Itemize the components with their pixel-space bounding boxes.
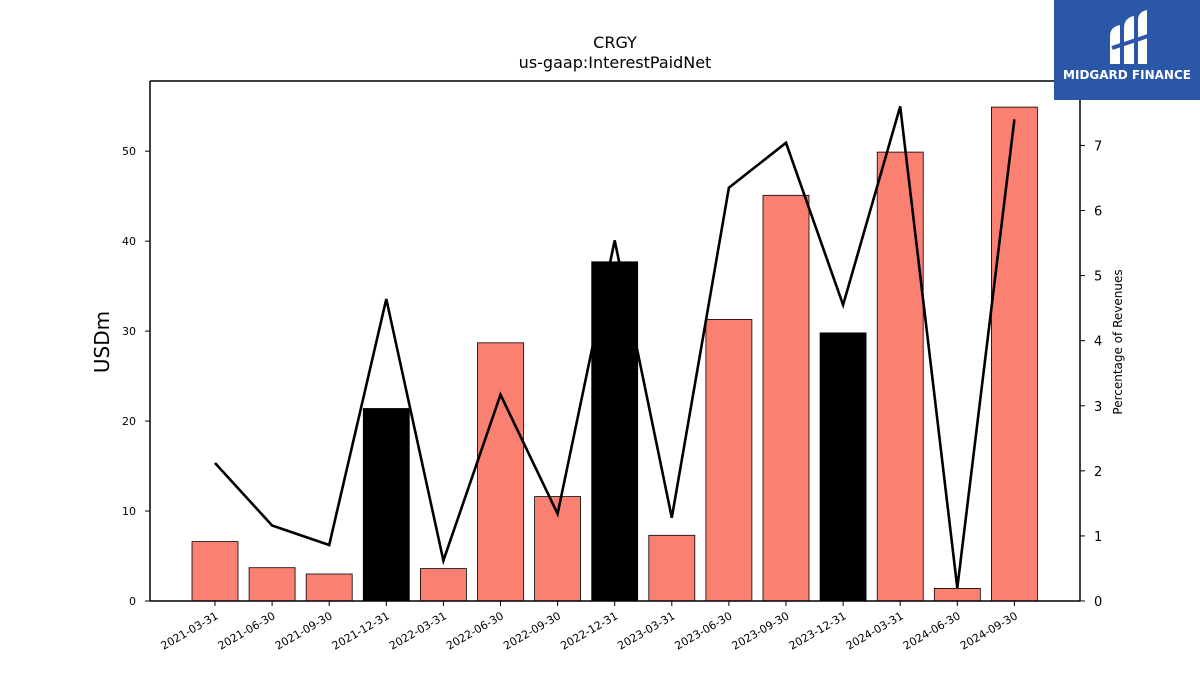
midgard-logo-icon [1110, 10, 1149, 64]
bar-2023-09-30 [762, 194, 810, 602]
bar-2023-06-30 [705, 318, 753, 602]
x-tick-label: 2024-03-31 [844, 609, 906, 652]
bar-2021-03-31 [191, 541, 239, 602]
line-series [214, 106, 1016, 589]
y2-tick-label: 4 [1094, 335, 1102, 350]
x-tick-label: 2021-03-31 [159, 609, 221, 652]
y2-tick-label: 6 [1094, 205, 1102, 220]
y2-axis-label: Percentage of Revenues [1111, 269, 1125, 414]
x-tick-label: 2022-12-31 [558, 609, 620, 652]
y-tick-label: 10 [122, 505, 136, 518]
y-tick-label: 0 [129, 595, 136, 608]
y2-tick-label: 7 [1094, 139, 1102, 154]
x-tick-label: 2022-09-30 [501, 609, 563, 652]
x-tick-label: 2024-06-30 [901, 609, 963, 652]
bar-2022-06-30 [477, 342, 524, 602]
bar-series [191, 106, 1038, 602]
chart-title: CRGY [593, 33, 637, 52]
y2-tick-label: 2 [1094, 465, 1102, 480]
bar-2021-12-31 [362, 408, 410, 602]
x-tick-label: 2021-12-31 [330, 609, 392, 652]
y2-tick-label: 0 [1094, 595, 1102, 610]
x-tick-label: 2022-03-31 [387, 609, 449, 652]
x-tick-label: 2023-03-31 [615, 609, 677, 652]
bar-2023-12-31 [819, 332, 867, 602]
brand-logo: MIDGARD FINANCE [1054, 0, 1200, 100]
x-tick-label: 2023-06-30 [673, 609, 735, 652]
y-tick-label: 40 [122, 235, 136, 248]
chart-subtitle: us-gaap:InterestPaidNet [519, 53, 712, 72]
y-tick-label: 50 [122, 145, 136, 158]
bar-2021-06-30 [248, 567, 296, 602]
brand-name: MIDGARD FINANCE [1063, 68, 1191, 82]
y2-tick-label: 1 [1094, 530, 1102, 545]
bar-2024-09-30 [991, 106, 1038, 602]
x-tick-label: 2023-09-30 [730, 609, 792, 652]
bar-2024-03-31 [876, 151, 924, 602]
y2-tick-label: 3 [1094, 400, 1102, 415]
y-tick-label: 20 [122, 415, 136, 428]
x-tick-label: 2021-09-30 [273, 609, 335, 652]
x-tick-label: 2023-12-31 [787, 609, 849, 652]
y-axis-label: USDm [90, 311, 114, 373]
y2-tick-label: 5 [1094, 270, 1102, 285]
bar-2021-09-30 [305, 573, 353, 602]
x-tick-label: 2024-09-30 [958, 609, 1020, 652]
percentage-line [214, 106, 1016, 589]
bar-2022-03-31 [419, 568, 467, 602]
x-tick-label: 2021-06-30 [216, 609, 278, 652]
x-tick-label: 2022-06-30 [444, 609, 506, 652]
bar-2023-03-31 [648, 534, 696, 602]
y-tick-label: 30 [122, 325, 136, 338]
bar-2024-06-30 [933, 588, 981, 602]
